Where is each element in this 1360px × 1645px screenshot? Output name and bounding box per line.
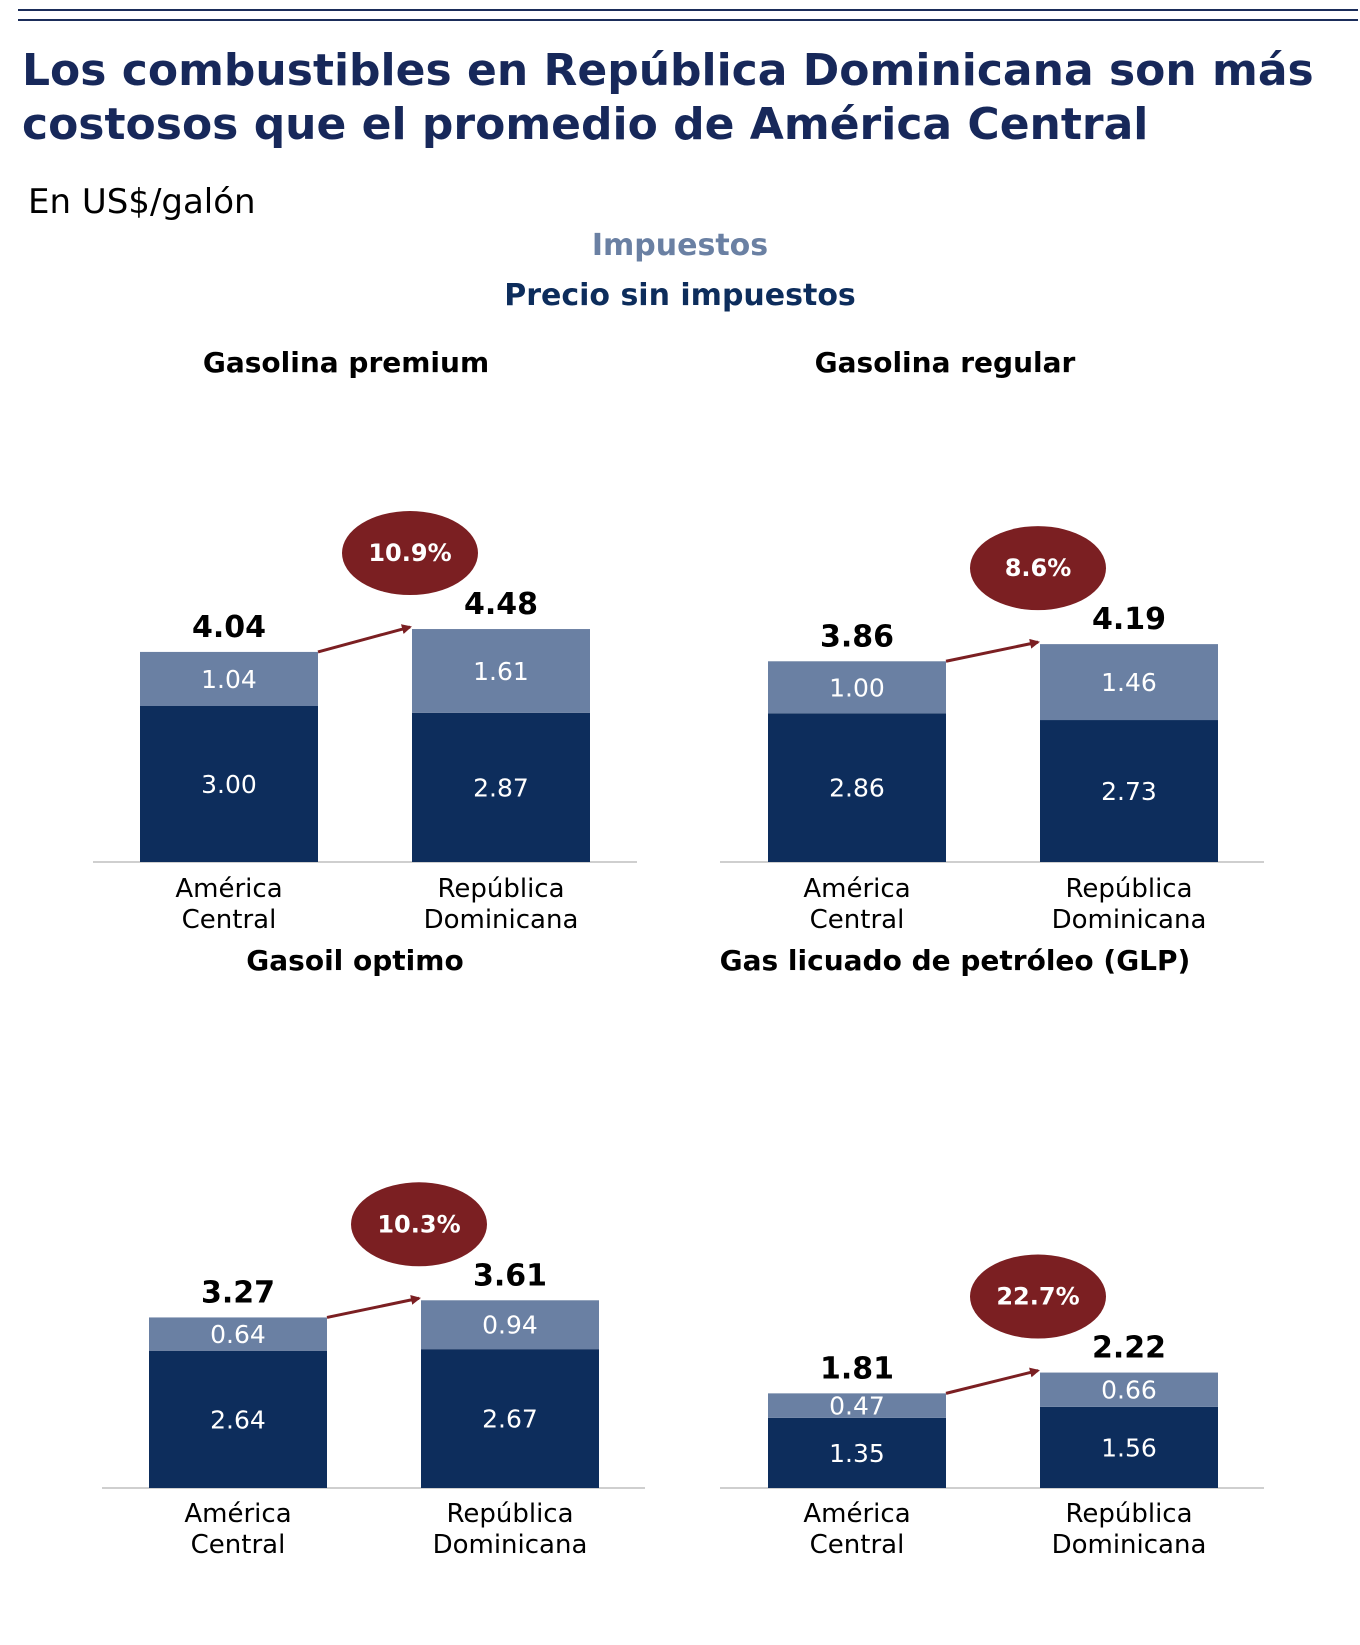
growth-arrow xyxy=(945,1367,1040,1395)
bar-tax xyxy=(140,651,318,706)
data-label-base: 2.86 xyxy=(829,774,885,803)
unit-subtitle: En US$/galón xyxy=(28,182,256,222)
change-badge xyxy=(342,511,478,596)
total-label: 4.04 xyxy=(192,610,266,645)
category-label: Central xyxy=(182,905,277,935)
category-label: República xyxy=(437,874,564,904)
bar-base-price xyxy=(412,712,590,862)
data-label-tax: 1.00 xyxy=(829,673,885,702)
data-label-tax: 1.61 xyxy=(473,657,529,686)
chart-title-gasoil: Gasoil optimo xyxy=(246,944,464,977)
bar-base-price xyxy=(140,706,318,862)
change-badge xyxy=(970,526,1106,611)
bar-tax xyxy=(421,1300,599,1350)
category-label: América xyxy=(175,874,282,904)
bar-base-price xyxy=(768,1417,946,1488)
bar-tax xyxy=(1040,644,1218,721)
data-label-base: 1.35 xyxy=(829,1439,885,1468)
category-label: República xyxy=(446,1499,573,1529)
top-rule-secondary xyxy=(18,19,1358,21)
data-label-base: 2.73 xyxy=(1101,777,1157,806)
category-label: República xyxy=(1065,1499,1192,1529)
data-label-base: 2.67 xyxy=(482,1405,538,1434)
data-label-tax: 1.04 xyxy=(201,665,257,694)
bar-tax xyxy=(768,1393,946,1418)
growth-arrow xyxy=(945,638,1040,663)
category-label: Dominicana xyxy=(1052,1530,1207,1560)
data-label-tax: 0.64 xyxy=(210,1320,266,1349)
total-label: 4.19 xyxy=(1092,602,1166,637)
change-label: 22.7% xyxy=(996,1283,1079,1311)
category-label: Dominicana xyxy=(1052,905,1207,935)
bar-base-price xyxy=(1040,1406,1218,1488)
category-label: Central xyxy=(810,1530,905,1560)
legend-tax: Impuestos xyxy=(591,228,769,263)
bar-base-price xyxy=(1040,720,1218,862)
change-badge xyxy=(970,1254,1106,1339)
category-label: Central xyxy=(810,905,905,935)
growth-arrow xyxy=(317,624,412,654)
growth-arrow xyxy=(326,1295,421,1319)
category-label: Dominicana xyxy=(433,1530,588,1560)
change-label: 10.3% xyxy=(377,1210,460,1238)
category-label: República xyxy=(1065,874,1192,904)
data-label-tax: 1.46 xyxy=(1101,668,1157,697)
total-label: 2.22 xyxy=(1092,1331,1166,1366)
bar-base-price xyxy=(149,1350,327,1488)
change-label: 8.6% xyxy=(1005,554,1072,582)
data-label-tax: 0.47 xyxy=(829,1392,885,1421)
chart-title-glp: Gas licuado de petróleo (GLP) xyxy=(719,944,1191,977)
chart-title-regular: Gasolina regular xyxy=(814,346,1076,379)
category-label: América xyxy=(803,874,910,904)
data-label-tax: 0.94 xyxy=(482,1311,538,1340)
total-label: 4.48 xyxy=(464,587,538,622)
bar-base-price xyxy=(768,713,946,862)
top-rule xyxy=(18,9,1358,11)
page-title: Los combustibles en República Dominicana… xyxy=(22,45,1314,150)
bar-tax xyxy=(149,1317,327,1351)
total-label: 3.86 xyxy=(820,619,894,654)
data-label-base: 1.56 xyxy=(1101,1433,1157,1462)
change-label: 10.9% xyxy=(368,539,451,567)
legend-base: Precio sin impuestos xyxy=(504,278,856,313)
total-label: 1.81 xyxy=(820,1351,894,1386)
bar-base-price xyxy=(421,1349,599,1488)
category-label: América xyxy=(184,1499,291,1529)
change-badge xyxy=(351,1182,487,1267)
data-label-tax: 0.66 xyxy=(1101,1376,1157,1405)
total-label: 3.27 xyxy=(201,1275,275,1310)
total-label: 3.61 xyxy=(473,1258,547,1293)
category-label: Dominicana xyxy=(424,905,579,935)
data-label-base: 2.64 xyxy=(210,1405,266,1434)
category-label: Central xyxy=(191,1530,286,1560)
chart-title-premium: Gasolina premium xyxy=(202,346,490,379)
data-label-base: 2.87 xyxy=(473,773,529,802)
bar-tax xyxy=(768,661,946,714)
category-label: América xyxy=(803,1499,910,1529)
data-label-base: 3.00 xyxy=(201,770,257,799)
bar-tax xyxy=(412,629,590,713)
bar-tax xyxy=(1040,1372,1218,1407)
